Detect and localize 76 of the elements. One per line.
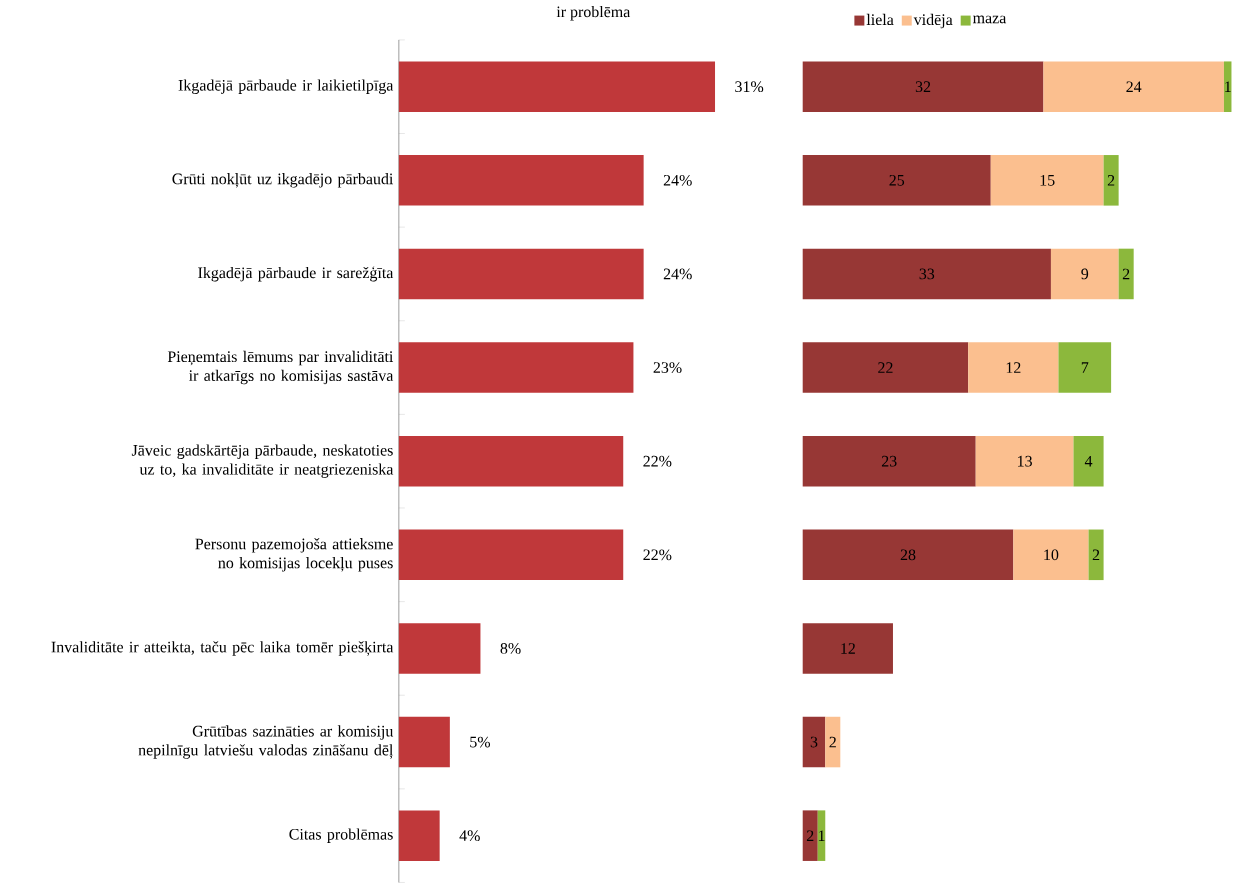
data-label: 5% bbox=[470, 736, 491, 748]
data-label: 22% bbox=[643, 455, 672, 467]
bar bbox=[398, 529, 624, 580]
data-label: 32 bbox=[915, 81, 931, 92]
y-tick-label: Ikgadējā pārbaude ir laikietilpīga bbox=[178, 79, 394, 94]
data-label: 22% bbox=[643, 549, 672, 560]
data-label: 8% bbox=[500, 642, 521, 654]
data-label: 3 bbox=[810, 736, 818, 748]
data-label: 25 bbox=[889, 174, 905, 186]
bar bbox=[398, 248, 644, 299]
bar bbox=[398, 61, 716, 112]
legend-label: maza bbox=[972, 15, 1007, 24]
y-tick-label: Invaliditāte ir atteikta, taču pēc laika tomēr piešķirta bbox=[51, 640, 394, 656]
y-tick-label: Grūti nokļūt uz ikgadējo pārbaudi bbox=[172, 172, 394, 188]
bar bbox=[398, 154, 644, 206]
bar bbox=[1118, 248, 1134, 300]
data-label: 28 bbox=[900, 549, 916, 560]
data-label: 13 bbox=[1018, 455, 1032, 467]
bar bbox=[398, 342, 634, 393]
data-label: 15 bbox=[1040, 174, 1055, 186]
bar bbox=[825, 716, 841, 768]
y-tick-label: Personu pazemojoša attieksme no komisijas locekļu puses bbox=[195, 537, 393, 572]
bar bbox=[802, 435, 976, 487]
bar bbox=[802, 342, 969, 393]
data-label: 23% bbox=[653, 361, 682, 373]
bar bbox=[1088, 529, 1104, 580]
bar bbox=[802, 810, 818, 861]
data-label: 22 bbox=[878, 362, 893, 373]
bar bbox=[1103, 154, 1119, 206]
bar bbox=[398, 622, 481, 674]
legend-label: liela bbox=[866, 13, 894, 25]
data-label: 12 bbox=[841, 642, 855, 654]
bar bbox=[802, 716, 826, 768]
bar bbox=[398, 810, 440, 861]
data-label: 10 bbox=[1044, 549, 1059, 560]
data-label: 2 bbox=[806, 830, 814, 841]
y-tick-label: Grūtības sazināties ar komisiju nepilnīgu latviešu valodas zināšanu dēļ bbox=[138, 725, 394, 759]
data-label: 24 bbox=[1126, 81, 1142, 92]
bar bbox=[802, 61, 1044, 112]
data-label: 2 bbox=[1122, 268, 1130, 280]
data-label: 2 bbox=[1092, 549, 1100, 560]
bar bbox=[1043, 61, 1224, 112]
bar bbox=[398, 716, 450, 768]
bar bbox=[802, 248, 1051, 300]
bar bbox=[975, 435, 1074, 487]
bar bbox=[1050, 248, 1119, 300]
bar bbox=[1073, 435, 1104, 487]
bar bbox=[802, 622, 893, 674]
data-label: 24% bbox=[663, 268, 692, 280]
data-label: 9 bbox=[1081, 268, 1089, 280]
data-label: 2 bbox=[1107, 174, 1115, 186]
y-tick-label: Jāveic gadskārtēja pārbaude, neskatoties uz to, ka invaliditāte ir neatgriezeniska bbox=[131, 444, 394, 478]
bar bbox=[802, 529, 1014, 580]
y-tick-label: Ikgadējā pārbaude ir sarežģīta bbox=[198, 266, 394, 282]
bar bbox=[1013, 529, 1089, 580]
bar bbox=[802, 154, 991, 206]
data-label: 33 bbox=[919, 268, 935, 280]
bar bbox=[968, 342, 1059, 393]
bar bbox=[398, 435, 624, 487]
data-label: 24% bbox=[663, 174, 692, 186]
y-tick-label: Citas problēmas bbox=[289, 828, 393, 843]
data-label: 12 bbox=[1006, 362, 1021, 373]
data-label: 4 bbox=[1084, 455, 1093, 467]
bar bbox=[817, 810, 826, 861]
data-label: 1 bbox=[1225, 81, 1231, 92]
chart-title: ir problēma bbox=[556, 5, 631, 21]
data-label: 7 bbox=[1081, 362, 1089, 373]
legend-label: vidēja bbox=[913, 13, 953, 29]
bar bbox=[1058, 342, 1112, 393]
bar bbox=[990, 154, 1104, 206]
data-label: 1 bbox=[818, 830, 825, 841]
data-label: 31% bbox=[735, 81, 764, 92]
data-label: 4% bbox=[459, 830, 480, 841]
data-label: 23 bbox=[881, 455, 897, 467]
data-label: 2 bbox=[829, 736, 836, 748]
y-tick-label: Pieņemtais lēmums par invaliditāti ir atkarīgs no komisijas sastāva bbox=[167, 350, 394, 385]
